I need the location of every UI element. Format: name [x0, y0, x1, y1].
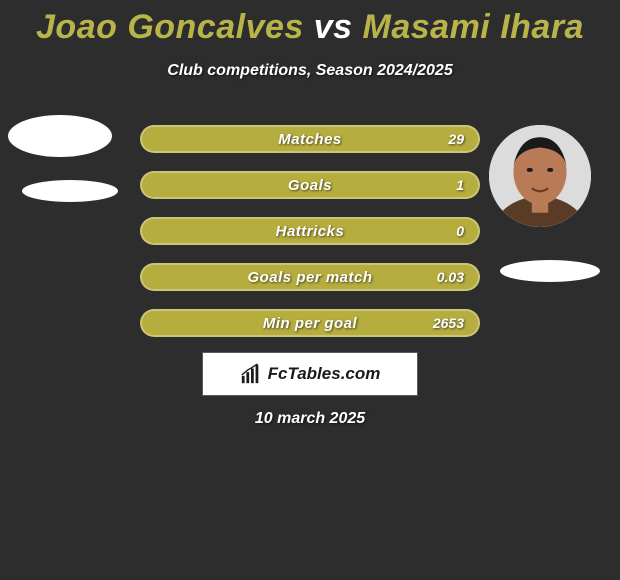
subtitle: Club competitions, Season 2024/2025	[0, 62, 620, 80]
stat-value: 1	[456, 177, 464, 193]
stat-label: Hattricks	[276, 223, 345, 240]
stat-value: 0	[456, 223, 464, 239]
date-text: 10 march 2025	[0, 410, 620, 428]
stat-label: Matches	[278, 131, 342, 148]
page-title: Joao Goncalves vs Masami Ihara	[0, 0, 620, 44]
stats-panel: Matches 29 Goals 1 Hattricks 0 Goals per match…	[140, 125, 480, 355]
stat-label: Min per goal	[263, 315, 357, 332]
stat-label: Goals	[288, 177, 332, 194]
stat-value: 29	[448, 131, 464, 147]
title-vs: vs	[304, 8, 363, 46]
stat-label: Goals per match	[247, 269, 372, 286]
fctables-badge[interactable]: FcTables.com	[202, 352, 418, 396]
stat-bar: Min per goal 2653	[140, 309, 480, 337]
barchart-icon	[240, 363, 262, 385]
badge-text: FcTables.com	[268, 364, 381, 384]
stat-bar: Goals per match 0.03	[140, 263, 480, 291]
title-player2: Masami Ihara	[363, 8, 584, 46]
stat-value: 2653	[433, 315, 464, 331]
avatar-left	[8, 115, 112, 157]
title-player1: Joao Goncalves	[36, 8, 304, 46]
stat-bar: Goals 1	[140, 171, 480, 199]
avatar-left-shadow	[22, 180, 118, 202]
avatar-right	[489, 125, 591, 227]
avatar-right-shadow	[500, 260, 600, 282]
stat-value: 0.03	[437, 269, 464, 285]
stat-bar: Hattricks 0	[140, 217, 480, 245]
face-icon	[489, 125, 591, 227]
avatar-right-image	[489, 125, 591, 227]
stat-bar: Matches 29	[140, 125, 480, 153]
